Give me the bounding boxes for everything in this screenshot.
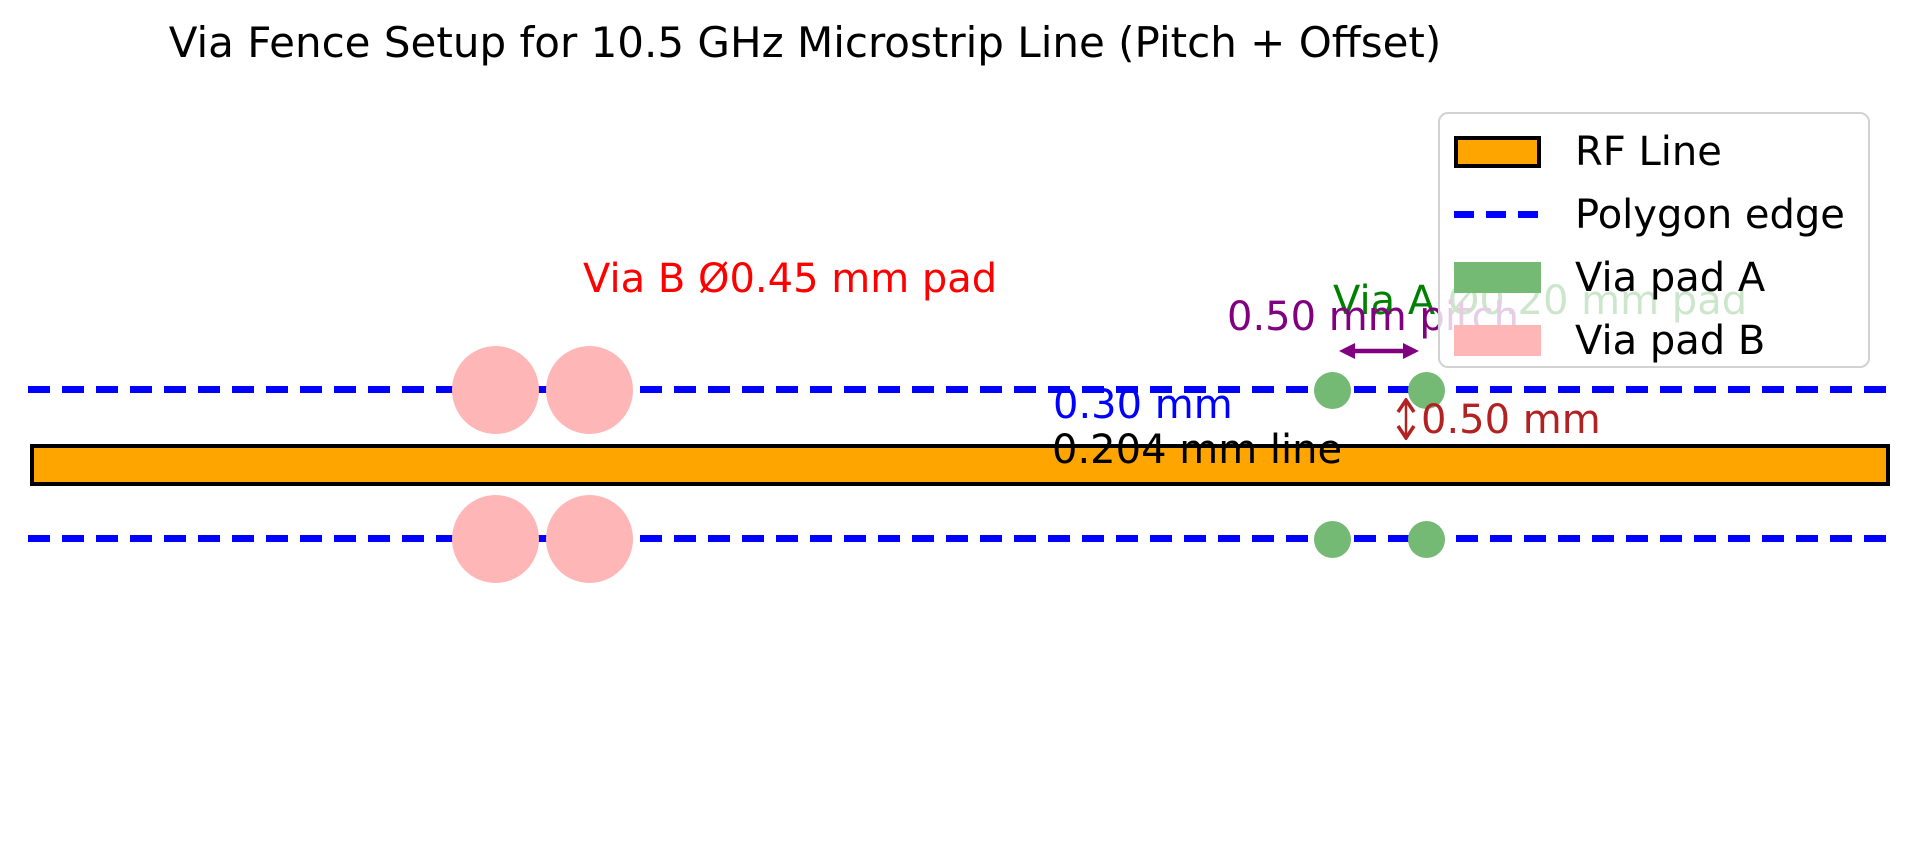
via-pad-b-circle bbox=[546, 346, 633, 434]
legend: RF Line Polygon edge Via pad A Via pad B bbox=[1438, 112, 1870, 368]
legend-label: RF Line bbox=[1575, 128, 1722, 175]
polygon-edge-swatch bbox=[1454, 211, 1541, 218]
legend-item-via-pad-a: Via pad A bbox=[1454, 246, 1868, 309]
edge-gap-label: 0.30 mm bbox=[1053, 382, 1233, 428]
legend-item-via-pad-b: Via pad B bbox=[1454, 309, 1868, 372]
offset-arrow-icon bbox=[1396, 398, 1416, 440]
polygon-edge-bottom-line bbox=[28, 535, 1890, 542]
legend-label: Via pad B bbox=[1575, 317, 1766, 364]
legend-label: Via pad A bbox=[1575, 254, 1766, 301]
rf-line-swatch bbox=[1454, 135, 1541, 168]
via-pad-b-swatch bbox=[1454, 325, 1541, 356]
via-pad-a-circle bbox=[1314, 372, 1351, 409]
via-pad-a-swatch bbox=[1454, 262, 1541, 293]
via-pad-b-circle bbox=[452, 495, 539, 583]
via-pad-b-circle bbox=[452, 346, 539, 434]
via-b-pad-label: Via B Ø0.45 mm pad bbox=[583, 256, 998, 302]
rf-line-bar bbox=[30, 444, 1890, 486]
figure-title: Via Fence Setup for 10.5 GHz Microstrip … bbox=[168, 18, 1442, 67]
via-pad-a-circle bbox=[1408, 372, 1445, 409]
legend-label: Polygon edge bbox=[1575, 191, 1845, 238]
legend-item-rf-line: RF Line bbox=[1454, 120, 1868, 183]
legend-item-polygon-edge: Polygon edge bbox=[1454, 183, 1868, 246]
pitch-arrow-icon bbox=[1339, 343, 1419, 359]
via-pad-b-circle bbox=[546, 495, 633, 583]
line-width-label: 0.204 mm line bbox=[1052, 427, 1343, 473]
via-pad-a-circle bbox=[1314, 521, 1351, 558]
polygon-edge-top-line bbox=[28, 386, 1890, 393]
offset-label: 0.50 mm bbox=[1421, 397, 1601, 443]
via-pad-a-circle bbox=[1408, 521, 1445, 558]
